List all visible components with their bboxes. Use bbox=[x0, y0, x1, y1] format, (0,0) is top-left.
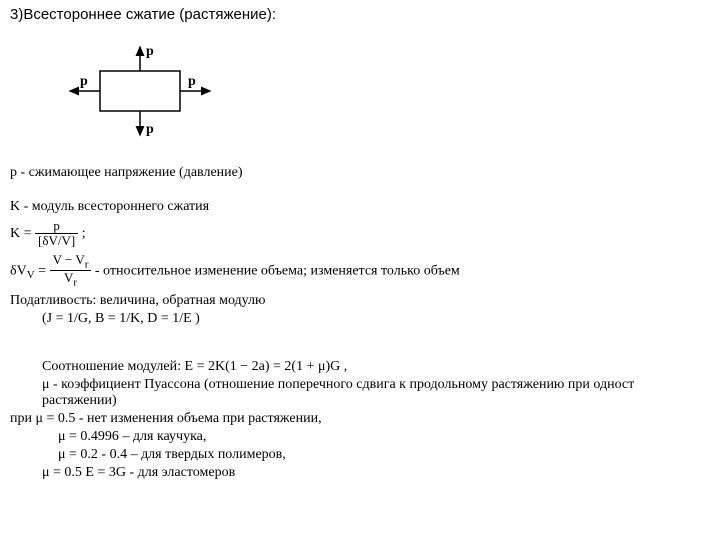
ratio-line: Соотношение модулей: E = 2K(1 − 2a) = 2(… bbox=[42, 359, 710, 375]
dv-num-sub: r bbox=[85, 258, 89, 270]
dv-formula: δVV = V − Vr Vr - относительное изменени… bbox=[10, 253, 710, 289]
label-p-top: p bbox=[146, 44, 154, 59]
dv-den-wrap: Vr bbox=[50, 271, 92, 289]
section-title: 3)Всестороннее сжатие (растяжение): bbox=[10, 6, 710, 23]
mu-case-4: μ = 0.5 E = 3G - для эластомеров bbox=[42, 465, 710, 481]
dv-left: δV bbox=[10, 263, 27, 278]
label-p-bottom: p bbox=[146, 122, 154, 137]
k-formula-den: [δV/V] bbox=[35, 234, 78, 248]
dv-den-sub: r bbox=[73, 277, 77, 289]
dv-text: - относительное изменение объема; изменя… bbox=[95, 263, 460, 278]
compression-diagram: p p p p bbox=[60, 41, 710, 141]
k-formula-end: ; bbox=[82, 226, 86, 241]
k-formula-frac: p [δV/V] bbox=[35, 219, 78, 249]
diagram-svg: p p p p bbox=[60, 41, 230, 141]
k-formula-left: K = bbox=[10, 226, 32, 241]
dv-den: V bbox=[64, 270, 73, 285]
mu-case-1: при μ = 0.5 - нет изменения объема при р… bbox=[10, 411, 710, 427]
dv-num-wrap: V − Vr bbox=[50, 253, 92, 272]
k-definition: K - модуль всестороннего сжатия bbox=[10, 199, 710, 215]
ratio-formula: E = 2K(1 − 2a) = 2(1 + μ)G , bbox=[185, 359, 348, 374]
compliance-line: Податливость: величина, обратная модулю bbox=[10, 293, 710, 309]
label-p-right: p bbox=[188, 74, 196, 89]
label-p-left: p bbox=[80, 74, 88, 89]
dv-frac: V − Vr Vr bbox=[50, 253, 92, 289]
mu-case-3: μ = 0.2 - 0.4 – для твердых полимеров, bbox=[58, 447, 710, 463]
diagram-box bbox=[100, 71, 180, 111]
dv-sub: V bbox=[27, 269, 35, 281]
dv-eq: = bbox=[38, 263, 46, 278]
compliance-formula: (J = 1/G, B = 1/K, D = 1/E ) bbox=[42, 311, 710, 327]
ratio-label: Соотношение модулей: bbox=[42, 359, 185, 374]
k-formula: K = p [δV/V] ; bbox=[10, 219, 710, 249]
mu-definition: μ - коэффициент Пуассона (отношение попе… bbox=[42, 377, 710, 409]
k-formula-num: p bbox=[35, 219, 78, 234]
p-definition: p - сжимающее напряжение (давление) bbox=[10, 165, 710, 181]
mu-case-2: μ = 0.4996 – для каучука, bbox=[58, 429, 710, 445]
dv-num: V − V bbox=[53, 252, 85, 267]
